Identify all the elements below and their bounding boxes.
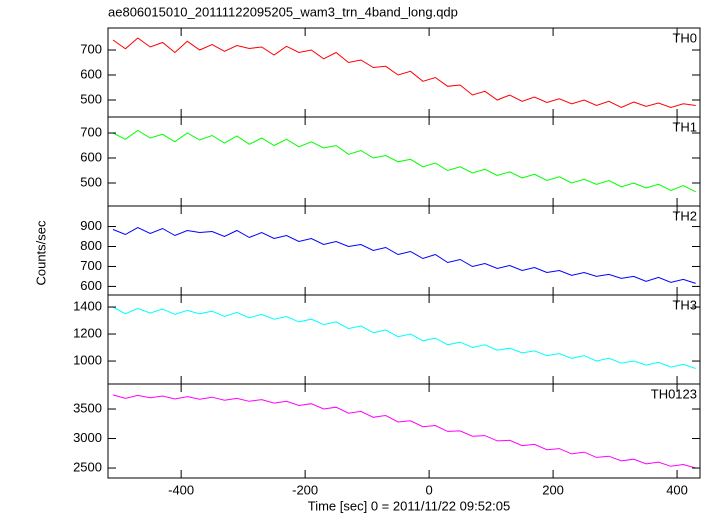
panel-frame: [107, 27, 701, 118]
panel-label: TH2: [672, 208, 697, 223]
y-tick-label: 500: [80, 174, 102, 189]
y-tick-label: 600: [80, 278, 102, 293]
y-tick-label: 700: [80, 258, 102, 273]
y-tick-label: 600: [80, 149, 102, 164]
y-tick-label: 1000: [73, 352, 102, 367]
y-tick-label: 3000: [73, 430, 102, 445]
y-tick-label: 3500: [73, 400, 102, 415]
data-line: [112, 394, 696, 469]
y-tick-label: 700: [80, 124, 102, 139]
y-tick-label: 600: [80, 66, 102, 81]
y-tick-label: 500: [80, 91, 102, 106]
x-axis-label: Time [sec] 0 = 2011/11/22 09:52:05: [308, 498, 510, 513]
chart-title: ae806015010_20111122095205_wam3_trn_4ban…: [108, 4, 458, 19]
panel-label: TH3: [672, 297, 697, 312]
panel-frame: [107, 116, 701, 207]
panel-frame: [107, 205, 701, 296]
panel-frame: [107, 294, 701, 385]
data-line: [112, 129, 696, 193]
panel-label: TH1: [672, 119, 697, 134]
x-tick-label: 0: [425, 482, 432, 497]
y-axis-label: Counts/sec: [33, 220, 48, 286]
x-tick-label: 400: [666, 482, 688, 497]
x-tick-label: -400: [168, 482, 194, 497]
y-tick-label: 700: [80, 41, 102, 56]
y-tick-label: 900: [80, 218, 102, 233]
panel-label: TH0: [672, 30, 697, 45]
y-tick-label: 1200: [73, 325, 102, 340]
y-tick-label: 800: [80, 238, 102, 253]
panel-label: TH0123: [651, 386, 697, 401]
y-tick-label: 1400: [73, 298, 102, 313]
x-tick-label: -200: [292, 482, 318, 497]
panel-frame: [107, 383, 701, 479]
data-line: [112, 227, 696, 284]
data-line: [112, 306, 696, 369]
x-tick-label: 200: [542, 482, 564, 497]
y-tick-label: 2500: [73, 459, 102, 474]
data-line: [112, 37, 696, 109]
